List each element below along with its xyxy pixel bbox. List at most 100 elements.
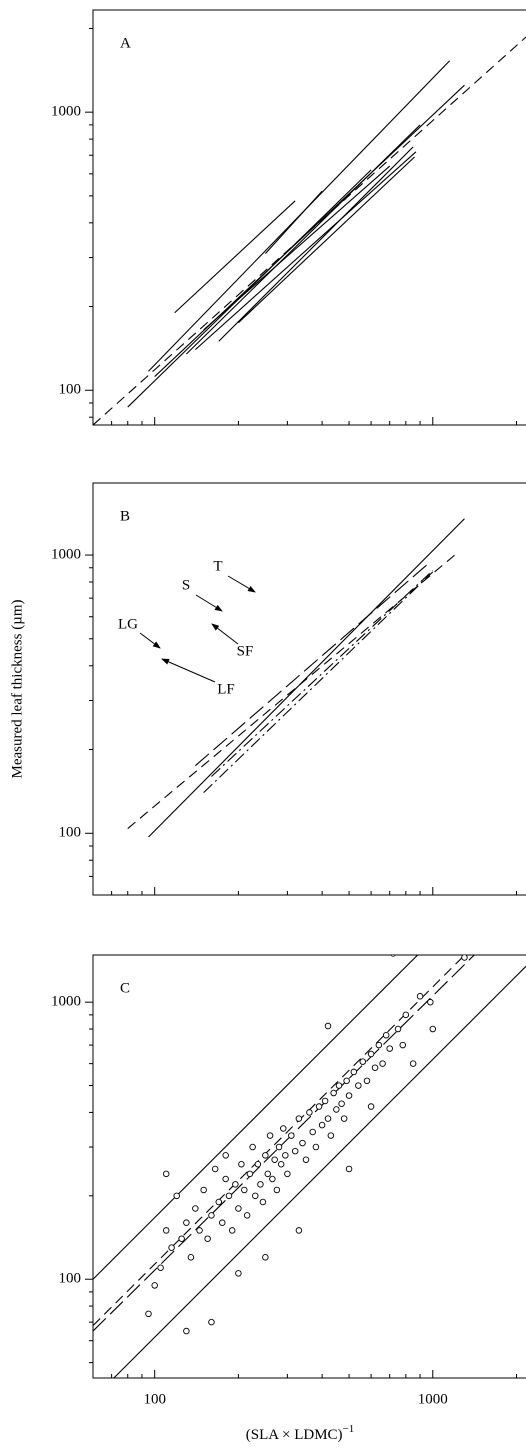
data-point: [371, 1064, 379, 1071]
data-point: [324, 1115, 332, 1122]
data-point: [340, 1115, 348, 1122]
y-tick-label: 100: [59, 382, 82, 398]
panel: B 100 1000 T S LG SF LF Measured leaf thickness …: [9, 482, 526, 896]
annotation: SF: [237, 643, 254, 659]
data-point: [208, 1212, 215, 1219]
series-line: [127, 554, 456, 829]
panel: C 100 1000 100 1000 (SLA × LDMC)−1: [51, 943, 526, 1444]
data-point: [178, 1235, 185, 1242]
plot-frame: [92, 482, 526, 896]
data-point: [359, 1058, 367, 1065]
annotation: S: [182, 577, 190, 593]
data-point: [162, 1227, 170, 1234]
data-point: [363, 1077, 371, 1085]
series-line: [211, 570, 434, 777]
data-point: [324, 1022, 332, 1030]
y-tick-label: 100: [59, 825, 82, 841]
series-line: [93, 955, 476, 1332]
x-axis-label: (SLA × LDMC)−1: [246, 1423, 355, 1444]
y-axis-label: Measured leaf thickness (µm): [9, 599, 25, 778]
annotation: LF: [217, 681, 235, 697]
data-point: [187, 1254, 195, 1261]
data-point: [259, 1198, 267, 1206]
data-point: [327, 1132, 335, 1139]
data-point: [330, 1089, 337, 1097]
data-point: [273, 1186, 281, 1194]
data-point: [350, 1068, 358, 1076]
series-line: [127, 169, 372, 408]
annotation-arrow: [139, 632, 161, 649]
data-point: [394, 1025, 402, 1033]
data-point: [409, 1060, 417, 1067]
data-point: [275, 1143, 283, 1151]
data-point: [151, 1282, 158, 1289]
data-point: [252, 1192, 259, 1200]
plot-area: [93, 36, 526, 425]
data-point: [183, 1327, 190, 1335]
data-point: [228, 1227, 236, 1234]
series-line: [185, 124, 421, 355]
data-point: [288, 1132, 295, 1139]
data-point: [318, 1121, 326, 1129]
data-point: [211, 1165, 219, 1173]
series-line: [113, 965, 526, 1378]
data-point: [162, 1170, 170, 1178]
panel-label: A: [120, 35, 131, 51]
data-point: [379, 1060, 386, 1067]
data-point: [269, 1175, 276, 1183]
x-tick-label: 1000: [418, 1391, 448, 1407]
series-line: [93, 955, 419, 1280]
data-point: [461, 955, 468, 961]
data-point: [321, 1097, 329, 1105]
data-point: [402, 1011, 410, 1019]
annotation-arrow: [227, 575, 256, 593]
data-point: [302, 1156, 310, 1163]
data-point: [249, 1143, 256, 1151]
data-point: [333, 1106, 340, 1113]
data-point: [291, 1147, 299, 1155]
x-axis-label-main: (SLA × LDMC): [246, 1427, 343, 1443]
data-point: [271, 1156, 278, 1163]
data-point: [145, 1310, 152, 1318]
data-point: [299, 1139, 306, 1147]
data-point: [257, 1181, 264, 1188]
data-point: [382, 1031, 390, 1039]
data-point: [215, 1198, 223, 1206]
y-tick-label: 1000: [51, 546, 81, 562]
panel-label: B: [120, 508, 130, 524]
series-line: [238, 156, 415, 324]
data-point: [390, 955, 396, 957]
data-point: [315, 1103, 323, 1110]
annotation-arrow: [161, 658, 216, 683]
series-line: [174, 200, 296, 314]
panel: A 100 1000: [51, 9, 526, 426]
series-line: [194, 564, 427, 767]
y-tick-label: 1000: [51, 994, 81, 1010]
data-point: [343, 1077, 350, 1085]
series-line: [194, 151, 417, 351]
data-point: [262, 1254, 269, 1261]
data-point: [222, 1175, 229, 1183]
data-point: [282, 1152, 289, 1159]
data-point: [262, 1152, 269, 1159]
data-point: [157, 1264, 164, 1272]
series-line: [264, 190, 323, 254]
data-point: [284, 1170, 291, 1178]
data-point: [367, 1050, 375, 1058]
data-point: [232, 1181, 239, 1188]
plot-frame: [92, 9, 526, 426]
series-line: [218, 146, 414, 342]
data-point: [335, 1082, 343, 1089]
data-point: [225, 1192, 233, 1200]
series-line: [203, 571, 434, 794]
data-point: [424, 943, 430, 949]
data-point: [338, 1100, 345, 1107]
data-point: [168, 1244, 175, 1251]
panel-label: C: [120, 980, 130, 996]
data-point: [416, 993, 424, 1000]
data-point: [367, 1103, 375, 1110]
annotation-arrow: [211, 623, 239, 645]
data-point: [200, 1186, 207, 1194]
data-point: [208, 1318, 215, 1326]
